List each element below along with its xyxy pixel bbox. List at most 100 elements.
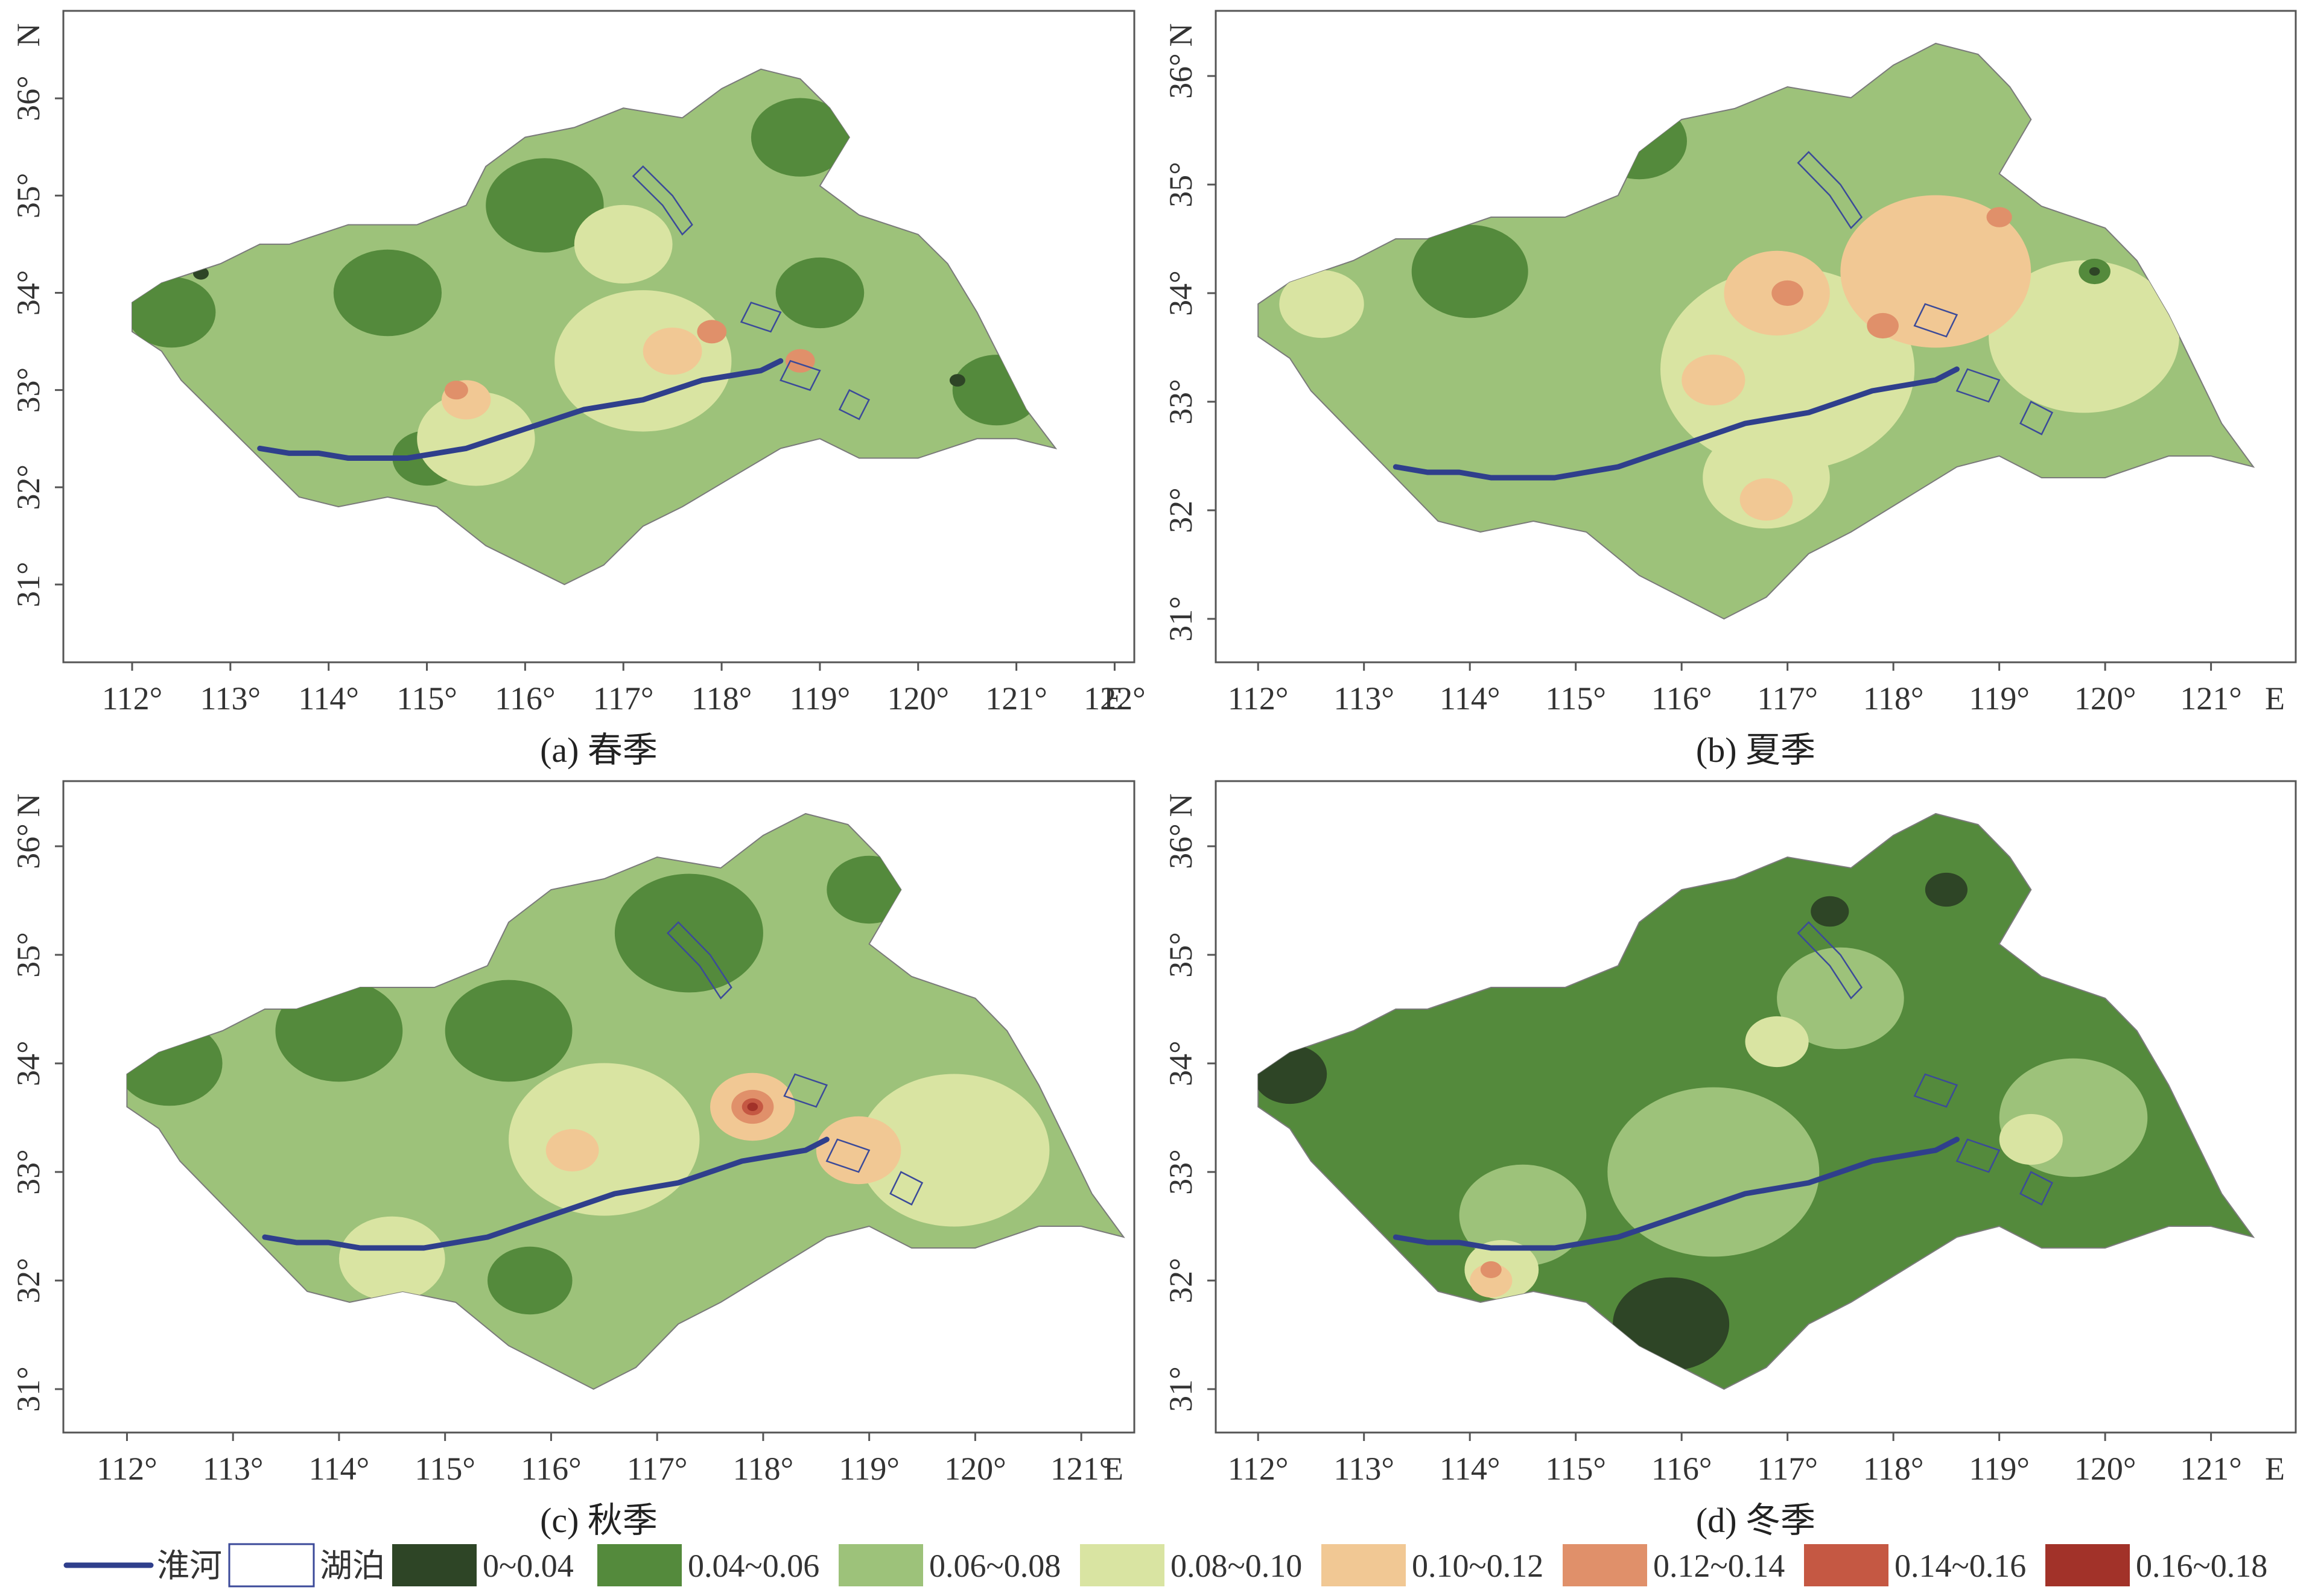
y-tick-label: 31° bbox=[10, 1366, 46, 1412]
x-tick-label: 121° bbox=[2180, 680, 2242, 717]
value-patch-0.08~0.10 bbox=[1999, 1113, 2063, 1165]
legend-swatch-0.04~0.06 bbox=[597, 1544, 682, 1586]
value-patch-0.12~0.14 bbox=[1986, 207, 2012, 227]
panel-frame bbox=[62, 780, 1135, 1434]
x-tick-label: 118° bbox=[1863, 1451, 1924, 1487]
x-tick-label: 120° bbox=[944, 1451, 1006, 1487]
legend-swatch-0.10~0.12 bbox=[1321, 1544, 1406, 1586]
lake-outline bbox=[825, 1138, 871, 1173]
y-tick-label: 36° bbox=[10, 823, 46, 869]
x-tick-label: 112° bbox=[102, 680, 163, 717]
value-patch-0~0.04 bbox=[1811, 896, 1849, 927]
value-patch-0.04~0.06 bbox=[275, 980, 403, 1082]
value-patch-0.10~0.12 bbox=[1840, 195, 2031, 348]
value-patches bbox=[1279, 103, 2179, 529]
lake-outline bbox=[780, 359, 821, 391]
x-tick-label: 114° bbox=[1440, 1451, 1501, 1487]
x-tick-label: 114° bbox=[309, 1451, 370, 1487]
x-tick-label: 116° bbox=[521, 1451, 582, 1487]
value-patch-0.08~0.10 bbox=[1660, 267, 1915, 471]
value-patch-0.10~0.12 bbox=[1470, 1263, 1513, 1298]
map-panel-d: 112° 113° 114° 115° 116° 117° 118° 119° 120° 121°… bbox=[1163, 780, 2297, 1540]
lake-outline bbox=[2019, 401, 2054, 435]
value-patch-0.06~0.08 bbox=[1459, 1164, 1587, 1267]
y-axis-unit: N bbox=[1163, 24, 1199, 47]
x-tick-label: 120° bbox=[2074, 1451, 2136, 1487]
x-tick-label: 122° bbox=[1084, 680, 1146, 717]
value-patch-0.04~0.06 bbox=[488, 1246, 573, 1315]
x-tick-label: 112° bbox=[1228, 1451, 1289, 1487]
value-patch-0.10~0.12 bbox=[643, 328, 702, 375]
y-tick-label: 34° bbox=[1163, 1040, 1199, 1086]
value-patch-0.08~0.10 bbox=[1279, 270, 1364, 338]
x-tick-label: 120° bbox=[887, 680, 949, 717]
y-tick-label: 34° bbox=[10, 270, 46, 316]
legend-label-0.04~0.06: 0.04~0.06 bbox=[688, 1548, 819, 1584]
legend-swatch-0~0.04 bbox=[392, 1544, 477, 1586]
value-patch-0.06~0.08 bbox=[1607, 1087, 1820, 1257]
panel-frame bbox=[62, 10, 1135, 663]
panel-frame bbox=[1215, 10, 2297, 663]
x-tick-label: 114° bbox=[298, 680, 359, 717]
value-patch-0.04~0.06 bbox=[486, 158, 604, 253]
value-patch-0.08~0.10 bbox=[574, 204, 673, 283]
huai-river bbox=[1393, 366, 1960, 481]
legend-swatch-0.14~0.16 bbox=[1804, 1544, 1888, 1586]
lake-outline bbox=[838, 389, 870, 420]
legend-lake-swatch bbox=[228, 1543, 315, 1588]
x-tick-label: 121° bbox=[2180, 1451, 2242, 1487]
value-patch-0~0.04 bbox=[2089, 267, 2100, 276]
y-tick-label: 35° bbox=[10, 932, 46, 978]
value-patch-0.08~0.10 bbox=[417, 391, 535, 486]
legend-swatch-0.12~0.14 bbox=[1563, 1544, 1647, 1586]
y-tick-label: 36° bbox=[1163, 53, 1199, 99]
x-tick-label: 118° bbox=[1863, 680, 1924, 717]
value-patch-0.08~0.10 bbox=[509, 1063, 700, 1216]
value-patches bbox=[127, 855, 1050, 1315]
y-axis-unit: N bbox=[10, 24, 46, 47]
x-axis-unit: E bbox=[2265, 1451, 2285, 1487]
x-tick-label: 115° bbox=[1545, 1451, 1606, 1487]
y-tick-label: 36° bbox=[10, 75, 46, 121]
legend-river-label: 淮河 bbox=[157, 1548, 222, 1584]
legend-label-0.08~0.10: 0.08~0.10 bbox=[1170, 1548, 1302, 1584]
value-patch-0.04~0.06 bbox=[127, 1021, 223, 1106]
x-tick-label: 116° bbox=[1651, 680, 1712, 717]
lake-outline bbox=[1913, 1073, 1958, 1108]
legend: 淮河 湖泊 0~0.04 0.04~0.06 0.06~0.08 0.08~0.10 0.1… bbox=[63, 1543, 2267, 1588]
y-tick-label: 33° bbox=[10, 367, 46, 413]
x-tick-label: 119° bbox=[839, 1451, 900, 1487]
y-tick-label: 33° bbox=[1163, 379, 1199, 425]
value-patch-0~0.04 bbox=[1613, 1277, 1730, 1371]
legend-swatch-0.08~0.10 bbox=[1080, 1544, 1164, 1586]
huai-river bbox=[1393, 1136, 1960, 1251]
lake-outline bbox=[666, 921, 732, 999]
x-tick-label: 114° bbox=[1440, 680, 1501, 717]
y-tick-label: 33° bbox=[1163, 1149, 1199, 1195]
y-axis-unit: N bbox=[1163, 794, 1199, 817]
lake-outline bbox=[1797, 151, 1863, 229]
lake-outline bbox=[632, 165, 693, 236]
value-patch-0.12~0.14 bbox=[1771, 280, 1803, 306]
y-tick-label: 31° bbox=[10, 562, 46, 607]
x-axis-unit: E bbox=[1104, 1451, 1123, 1487]
x-tick-label: 115° bbox=[1545, 680, 1606, 717]
value-patch-0.10~0.12 bbox=[816, 1116, 901, 1185]
x-tick-label: 117° bbox=[627, 1451, 688, 1487]
y-tick-label: 34° bbox=[10, 1040, 46, 1086]
value-patch-0.04~0.06 bbox=[775, 257, 865, 329]
x-tick-label: 113° bbox=[200, 680, 261, 717]
value-patch-0.08~0.10 bbox=[859, 1074, 1050, 1227]
value-patch-0.16~0.18 bbox=[747, 1103, 758, 1111]
value-patch-0.04~0.06 bbox=[827, 855, 912, 924]
map-panels: 112° 113° 114° 115° 116° 117° 118° 119° 120° 121°… bbox=[10, 10, 2297, 1540]
value-patch-0~0.04 bbox=[193, 267, 209, 280]
y-tick-label: 35° bbox=[10, 173, 46, 218]
value-patch-0.12~0.14 bbox=[1480, 1261, 1502, 1278]
legend-label-0.14~0.16: 0.14~0.16 bbox=[1895, 1548, 2026, 1584]
x-tick-label: 116° bbox=[1651, 1451, 1712, 1487]
lake-outline bbox=[740, 302, 782, 333]
value-patch-0.08~0.10 bbox=[1989, 260, 2179, 413]
x-tick-label: 117° bbox=[593, 680, 654, 717]
